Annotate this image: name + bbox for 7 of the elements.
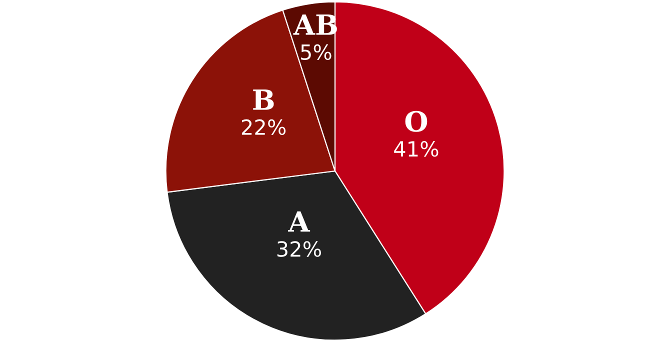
slice-label: A [288,211,310,232]
data-label: 22% [242,119,286,136]
data-label: 5% [301,44,332,60]
data-label: 32% [277,241,321,257]
data-label: 41% [394,141,438,157]
slice-label: B [253,89,274,110]
slice-label: O [405,110,428,132]
